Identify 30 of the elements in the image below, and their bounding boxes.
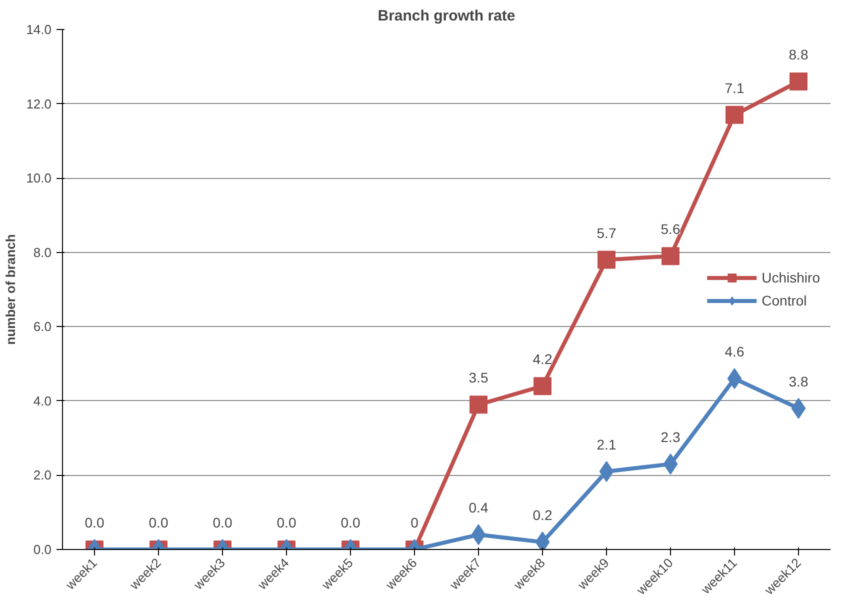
annotation: 0 xyxy=(410,514,419,530)
annotation: 4.2 xyxy=(532,351,552,368)
annotation: 0.0 xyxy=(84,514,104,530)
chart-title: Branch growth rate xyxy=(378,8,516,24)
annotation: 7.1 xyxy=(724,80,744,96)
data-label: 0.2 xyxy=(532,507,552,524)
y-tick-label: 6.0 xyxy=(33,319,52,334)
data-label: 0.4 xyxy=(468,500,488,516)
legend-label: Control xyxy=(762,292,807,308)
data-label: 2.3 xyxy=(660,429,680,446)
annotation: 8.8 xyxy=(788,46,808,62)
annotation: 3.5 xyxy=(468,370,488,386)
y-tick-label: 14.0 xyxy=(26,22,52,37)
data-label: 2.1 xyxy=(596,436,616,452)
y-tick-label: 0.0 xyxy=(33,542,52,557)
legend-label: Uchishiro xyxy=(762,270,820,286)
data-label: 3.8 xyxy=(788,373,808,390)
annotation: 0.0 xyxy=(148,514,168,530)
annotation: 0.0 xyxy=(340,514,360,530)
y-tick-label: 4.0 xyxy=(33,393,52,408)
y-axis-title: number of branch xyxy=(3,234,18,345)
y-tick-label: 10.0 xyxy=(26,170,52,186)
y-tick-label: 8.0 xyxy=(33,244,52,260)
y-tick-label: 2.0 xyxy=(33,468,52,483)
y-tick-label: 12.0 xyxy=(26,96,52,112)
annotation: 0.0 xyxy=(276,514,296,530)
annotation: 5.7 xyxy=(596,224,616,241)
annotation: 5.6 xyxy=(660,221,680,238)
annotation: 0.0 xyxy=(212,514,232,530)
data-label: 4.6 xyxy=(724,344,744,360)
